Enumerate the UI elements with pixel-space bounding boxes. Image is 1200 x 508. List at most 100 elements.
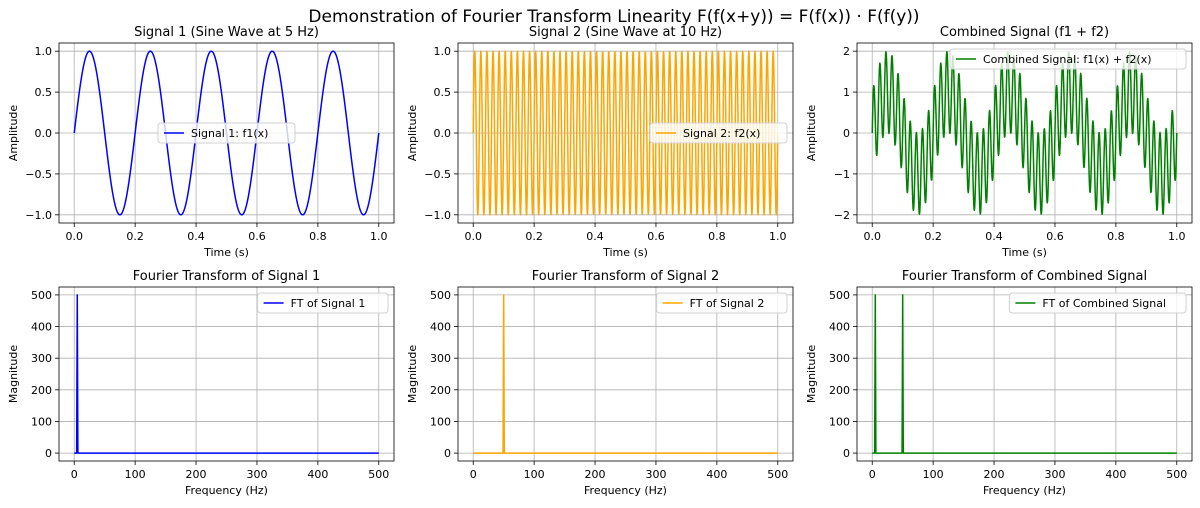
x-tick-label: 500 [368, 468, 389, 481]
y-tick-label: 2 [843, 45, 850, 58]
y-tick-label: −1 [834, 168, 850, 181]
subplot-title: Fourier Transform of Signal 2 [532, 269, 719, 284]
x-tick-label: 0.8 [708, 230, 726, 243]
subplot-2: 0.0 0.2 0.4 0.6 0.8 1.0 −1.0 −0.5 0.0 0.5 1.0 Signa… [406, 25, 794, 259]
x-tick-label: 100 [923, 468, 944, 481]
subplot-title: Signal 2 (Sine Wave at 10 Hz) [529, 25, 722, 40]
x-tick-label: 1.0 [769, 230, 787, 243]
x-tick-label: 1.0 [370, 230, 388, 243]
axes-frame [457, 286, 794, 462]
y-tick-label: 0.0 [434, 127, 452, 140]
x-axis-label: Time (s) [203, 246, 249, 259]
subplot-title: Combined Signal (f1 + f2) [940, 25, 1109, 40]
axes-frame [856, 42, 1193, 224]
y-tick-label: 200 [829, 384, 850, 397]
legend-label: FT of Signal 2 [690, 297, 765, 310]
y-tick-label: 0 [843, 447, 850, 460]
figure-title: Demonstration of Fourier Transform Linea… [308, 7, 919, 27]
subplot-5: 0 100 200 300 400 500 0 100 200 300 400 500 FT of Si… [406, 269, 794, 497]
legend: Combined Signal: f1(x) + f2(x) [949, 48, 1187, 70]
series-line [473, 294, 778, 454]
x-tick-label: 0.2 [525, 230, 543, 243]
y-tick-label: 1.0 [35, 45, 53, 58]
y-tick-label: −2 [834, 209, 850, 222]
legend-label: FT of Combined Signal [1042, 297, 1166, 310]
axes-frame [457, 42, 794, 224]
x-tick-label: 200 [186, 468, 207, 481]
legend-box [157, 122, 296, 144]
x-tick-label: 400 [307, 468, 328, 481]
series-line [74, 294, 379, 454]
y-tick-label: 300 [829, 352, 850, 365]
x-tick-label: 0.6 [647, 230, 665, 243]
y-tick-label: 300 [430, 352, 451, 365]
y-tick-label: 0.0 [35, 127, 53, 140]
x-tick-label: 400 [1105, 468, 1126, 481]
x-axis-label: Time (s) [1001, 246, 1047, 259]
x-tick-label: 0.6 [248, 230, 266, 243]
subplot-title: Signal 1 (Sine Wave at 5 Hz) [134, 25, 319, 40]
y-tick-label: 200 [430, 384, 451, 397]
x-tick-label: 1.0 [1168, 230, 1186, 243]
x-axis-label: Frequency (Hz) [185, 484, 268, 497]
y-tick-label: 0 [45, 447, 52, 460]
y-tick-label: −0.5 [25, 168, 52, 181]
y-tick-label: −1.0 [25, 209, 52, 222]
x-tick-label: 300 [1044, 468, 1065, 481]
subplot-title: Fourier Transform of Combined Signal [902, 269, 1147, 284]
legend: Signal 2: f2(x) [649, 122, 788, 144]
y-tick-label: 300 [31, 352, 52, 365]
legend-box [257, 292, 389, 314]
y-tick-label: 500 [430, 289, 451, 302]
y-tick-label: 400 [430, 321, 451, 334]
x-tick-label: 400 [706, 468, 727, 481]
y-tick-label: 500 [31, 289, 52, 302]
legend-box [949, 48, 1187, 70]
y-tick-label: −1.0 [424, 209, 451, 222]
legend: FT of Combined Signal [1008, 292, 1187, 314]
y-axis-label: Magnitude [805, 345, 818, 404]
legend-label: FT of Signal 1 [291, 297, 366, 310]
series-line [472, 50, 779, 216]
x-tick-label: 0.4 [586, 230, 604, 243]
x-tick-label: 0.8 [309, 230, 327, 243]
x-tick-label: 100 [125, 468, 146, 481]
y-tick-label: 100 [430, 415, 451, 428]
legend-box [649, 122, 788, 144]
x-axis-label: Time (s) [602, 246, 648, 259]
x-tick-label: 0 [869, 468, 876, 481]
subplot-6: 0 100 200 300 400 500 0 100 200 300 400 500 FT of Co… [805, 269, 1193, 497]
y-tick-label: 0.5 [35, 86, 53, 99]
x-tick-label: 300 [246, 468, 267, 481]
legend: FT of Signal 2 [656, 292, 788, 314]
series-line [871, 50, 1178, 216]
y-tick-label: 400 [31, 321, 52, 334]
x-tick-label: 0.6 [1046, 230, 1064, 243]
y-tick-label: 100 [829, 415, 850, 428]
x-tick-label: 200 [984, 468, 1005, 481]
x-tick-label: 0.2 [924, 230, 942, 243]
y-tick-label: 0 [444, 447, 451, 460]
subplot-4: 0 100 200 300 400 500 0 100 200 300 400 500 FT of Si… [7, 269, 395, 497]
x-tick-label: 100 [524, 468, 545, 481]
series-line [872, 294, 1177, 454]
y-axis-label: Amplitude [805, 105, 818, 162]
x-tick-label: 0.0 [863, 230, 881, 243]
x-tick-label: 0 [470, 468, 477, 481]
y-tick-label: 1.0 [434, 45, 452, 58]
x-tick-label: 500 [767, 468, 788, 481]
y-axis-label: Magnitude [7, 345, 20, 404]
legend-box [1008, 292, 1187, 314]
x-tick-label: 0 [71, 468, 78, 481]
axes-frame [58, 42, 395, 224]
legend-box [656, 292, 788, 314]
axes-frame [58, 286, 395, 462]
x-tick-label: 0.4 [985, 230, 1003, 243]
axes-frame [856, 286, 1193, 462]
x-tick-label: 200 [585, 468, 606, 481]
legend-label: Signal 2: f2(x) [683, 127, 760, 140]
legend: FT of Signal 1 [257, 292, 389, 314]
subplot-3: 0.0 0.2 0.4 0.6 0.8 1.0 −2 −1 0 1 2 Combined Signal… [805, 25, 1193, 259]
x-tick-label: 0.4 [187, 230, 205, 243]
